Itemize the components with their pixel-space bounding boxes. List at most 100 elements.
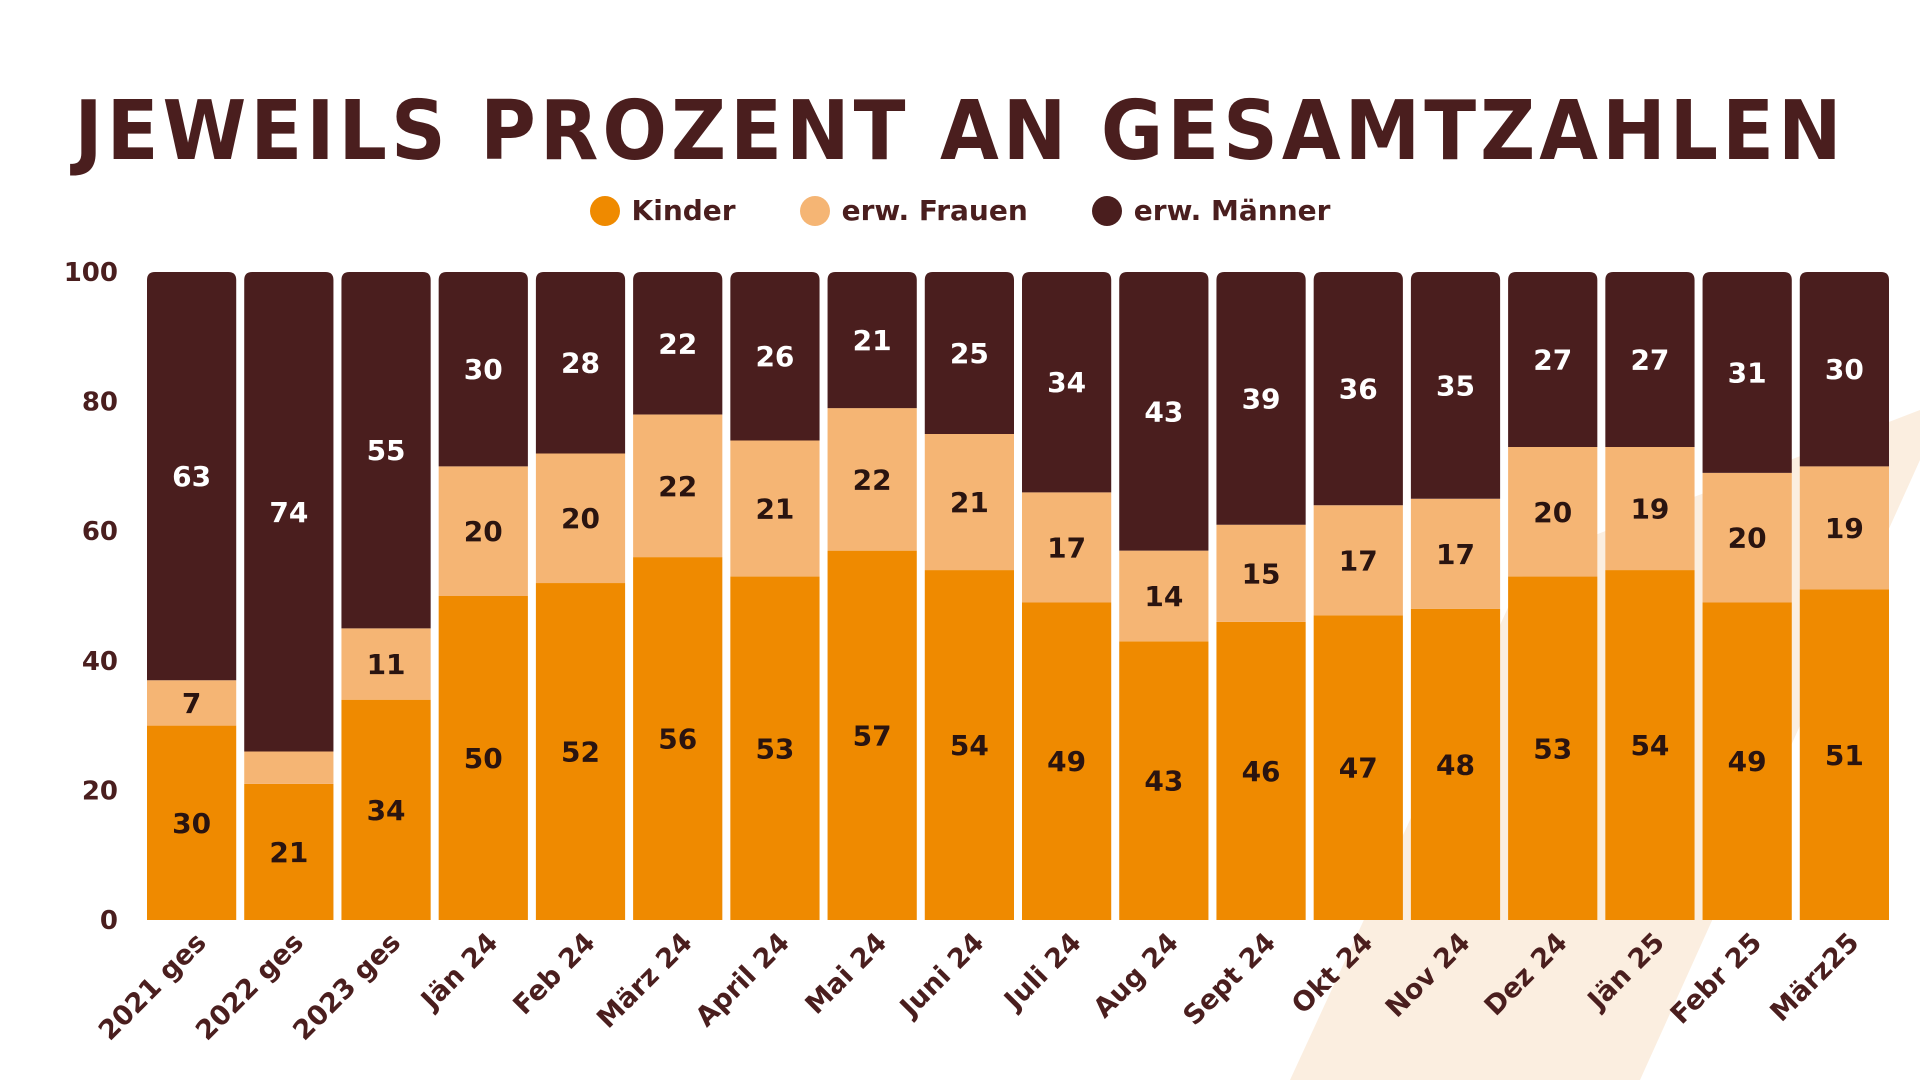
x-tick-label: Jän 25: [1581, 927, 1671, 1017]
y-tick-label: 60: [82, 517, 118, 547]
bar-segment-maenner: [924, 272, 1014, 434]
data-label: 20: [561, 502, 600, 535]
bar-segment-frauen: [1216, 524, 1306, 622]
data-label: 15: [1242, 557, 1281, 590]
data-label: 48: [1436, 748, 1475, 781]
data-label: 39: [1242, 382, 1281, 415]
legend-swatch-frauen: [799, 195, 830, 226]
bar-segment-frauen: [1702, 472, 1792, 603]
data-label: 25: [950, 337, 989, 370]
data-label: 7: [182, 687, 201, 720]
data-label: 35: [1436, 369, 1475, 402]
x-tick-label: Dez 24: [1479, 927, 1574, 1022]
data-label: 19: [1630, 493, 1669, 526]
bar-segment-kinder: [1702, 602, 1792, 920]
x-tick-label: März25: [1764, 927, 1865, 1028]
data-label: 22: [853, 463, 892, 496]
data-label: 17: [1339, 544, 1378, 577]
bar-segment-frauen: [730, 440, 820, 577]
data-label: 52: [561, 736, 600, 769]
bar-segment-kinder: [1799, 589, 1889, 920]
bar-segment-maenner: [244, 272, 334, 752]
data-label: 47: [1339, 752, 1378, 785]
data-label: 27: [1533, 343, 1572, 376]
bar-segment-frauen: [1313, 505, 1403, 616]
bar-segment-frauen: [1508, 446, 1598, 577]
data-label: 36: [1339, 373, 1378, 406]
bar-segment-kinder: [1605, 570, 1695, 920]
data-label: 20: [1533, 496, 1572, 529]
bar-segment-maenner: [1799, 272, 1889, 467]
bar-segment-frauen: [244, 751, 334, 784]
data-label: 21: [853, 324, 892, 357]
data-label: 49: [1728, 745, 1767, 778]
bar-segment-kinder: [1508, 576, 1598, 920]
x-tick-label: Mai 24: [800, 927, 894, 1021]
bar-segment-maenner: [1313, 272, 1403, 506]
data-label: 27: [1630, 343, 1669, 376]
data-label: 17: [1047, 531, 1086, 564]
data-label: 57: [853, 719, 892, 752]
bar-segment-frauen: [438, 466, 528, 596]
data-label: 14: [1144, 580, 1183, 613]
bar-segment-maenner: [1702, 272, 1792, 473]
data-label: 74: [269, 496, 308, 529]
legend-item-maenner: erw. Männer: [1091, 194, 1330, 227]
data-label: 21: [950, 486, 989, 519]
legend-item-kinder: Kinder: [589, 194, 736, 227]
bar-segment-frauen: [1410, 498, 1501, 609]
bar-segment-kinder: [438, 596, 528, 920]
bar-segment-maenner: [827, 272, 917, 409]
data-label: 21: [755, 493, 794, 526]
y-tick-label: 20: [82, 776, 118, 806]
data-label: 50: [464, 742, 503, 775]
y-tick-label: 0: [100, 906, 118, 936]
bar-segment-maenner: [147, 272, 237, 681]
data-label: 56: [658, 723, 697, 756]
data-label: 63: [172, 460, 211, 493]
bar-segment-kinder: [633, 557, 723, 920]
bar-segment-frauen: [1605, 446, 1695, 571]
data-label: 54: [950, 729, 989, 762]
data-label: 54: [1630, 729, 1669, 762]
x-tick-label: Febr 25: [1665, 927, 1768, 1030]
bar-segment-kinder: [147, 725, 237, 920]
x-tick-label: Okt 24: [1286, 927, 1379, 1020]
bar-segment-maenner: [535, 272, 626, 454]
bar-segment-kinder: [1410, 608, 1501, 920]
bar-segment-kinder: [827, 550, 917, 920]
bar-segment-frauen: [1799, 466, 1889, 590]
bar-segment-frauen: [1119, 550, 1209, 642]
data-label: 21: [269, 836, 308, 869]
data-label: 11: [367, 648, 406, 681]
data-label: 43: [1144, 395, 1183, 428]
x-tick-label: Juni 24: [893, 927, 990, 1024]
bar-segment-maenner: [730, 272, 820, 441]
data-label: 53: [1533, 732, 1572, 765]
bar-segment-kinder: [1216, 621, 1306, 920]
bar-segment-maenner: [438, 272, 528, 467]
legend-label-frauen: erw. Frauen: [841, 194, 1028, 227]
data-label: 51: [1825, 739, 1864, 772]
bar-segment-frauen: [147, 680, 237, 726]
bar-segment-kinder: [535, 583, 626, 920]
data-label: 20: [464, 515, 503, 548]
bar-segment-kinder: [924, 570, 1014, 920]
bar-segment-kinder: [341, 699, 431, 920]
y-tick-label: 100: [64, 258, 118, 288]
bar-segment-maenner: [1119, 272, 1209, 551]
x-tick-label: Sept 24: [1177, 927, 1282, 1032]
x-tick-label: Feb 24: [507, 927, 601, 1021]
data-label: 22: [658, 327, 697, 360]
bar-segment-kinder: [1313, 615, 1403, 920]
bar-segment-maenner: [341, 272, 431, 629]
bar-segment-maenner: [633, 272, 723, 415]
x-tick-label: Juli 24: [997, 927, 1087, 1017]
bar-segment-maenner: [1410, 272, 1501, 499]
data-label: 34: [367, 794, 406, 827]
bar-segment-kinder: [1119, 641, 1209, 920]
chart-title: JEWEILS PROZENT AN GESAMTZAHLEN: [74, 82, 1846, 179]
x-tick-label: Jän 24: [414, 927, 504, 1017]
data-label: 49: [1047, 745, 1086, 778]
